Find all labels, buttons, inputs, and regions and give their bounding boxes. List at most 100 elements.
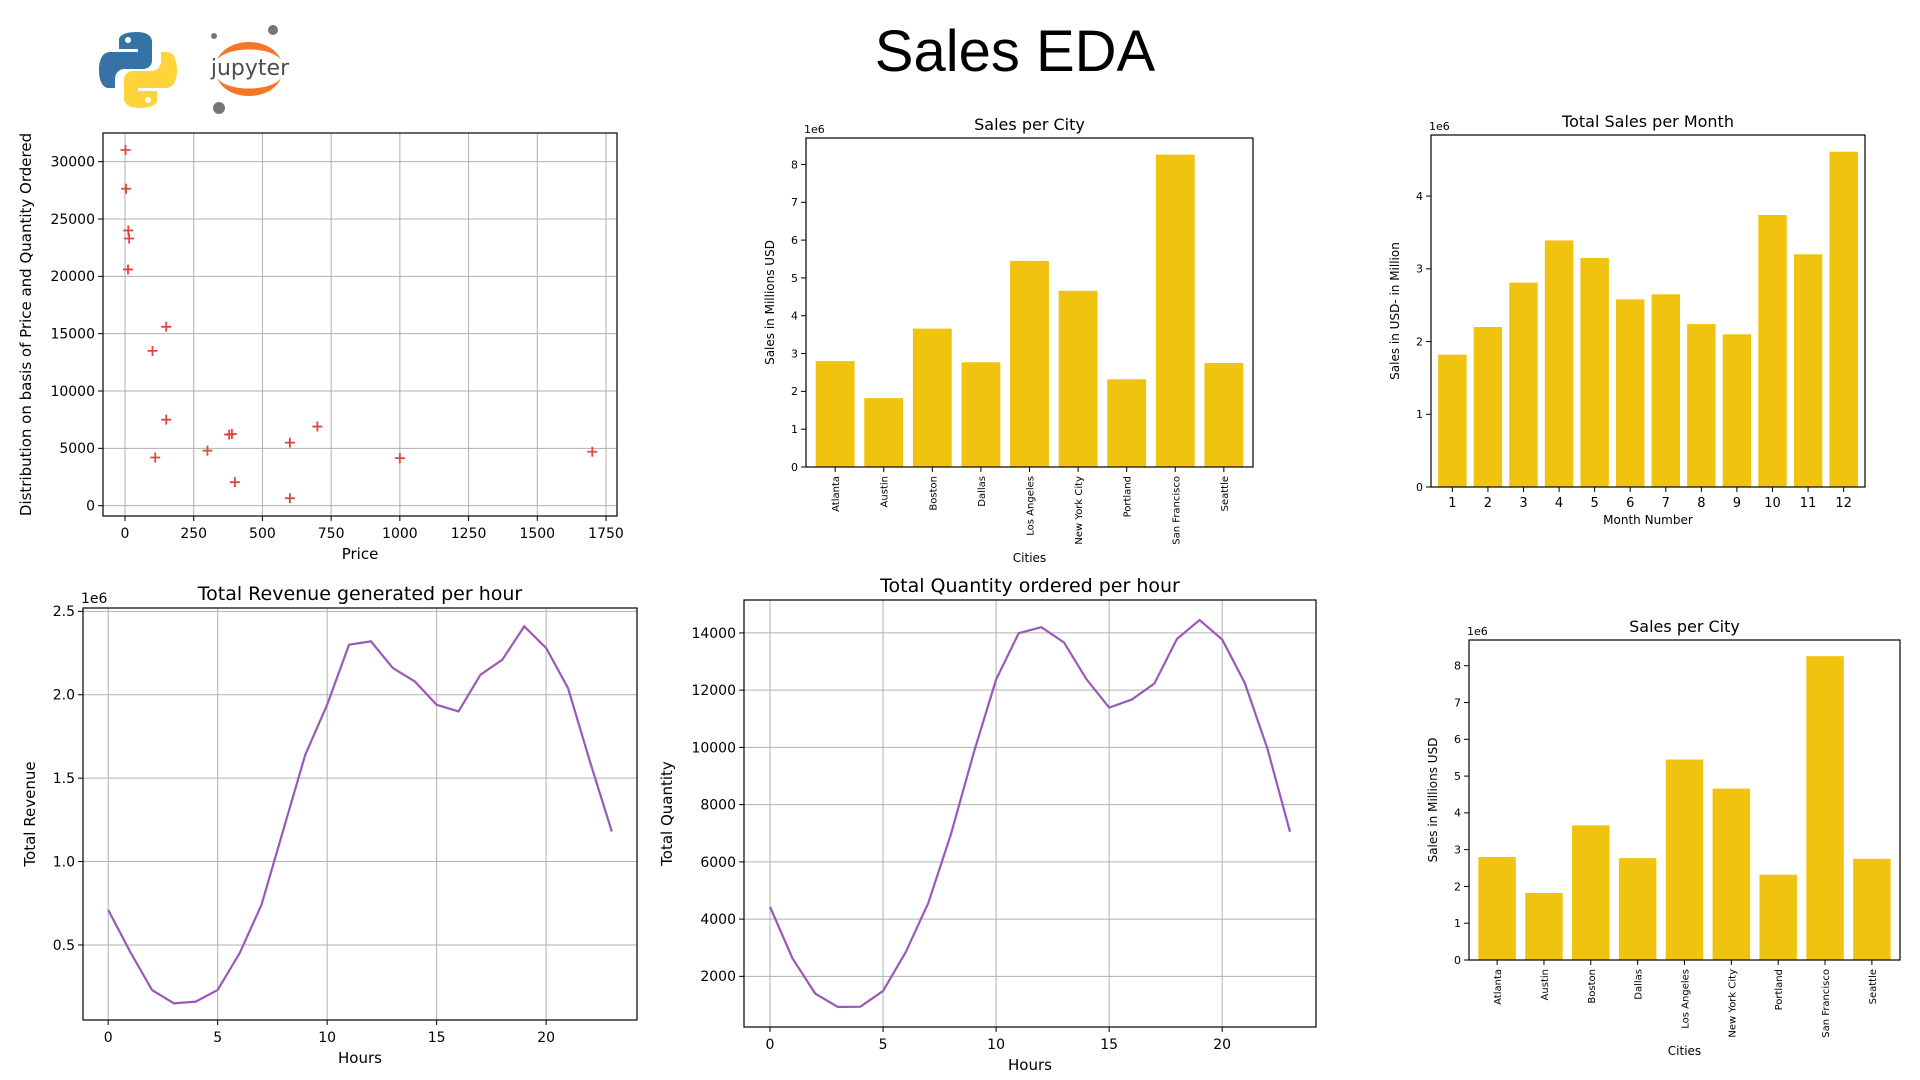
y-tick-label: 0.5 [53, 938, 75, 954]
y-axis-label: Sales in USD- in Million [1388, 242, 1402, 380]
axis-offset-label: 1e6 [81, 591, 108, 607]
y-tick-label: 0 [1454, 954, 1461, 967]
y-tick-label: 2000 [700, 969, 736, 985]
x-tick-label: Dallas [1634, 969, 1645, 1000]
y-tick-label: 2 [1416, 335, 1423, 348]
scatter-point [150, 452, 161, 463]
y-tick-label: 1 [791, 423, 798, 436]
bar-dallas [1618, 858, 1657, 960]
y-tick-label: 1 [1416, 408, 1423, 421]
x-tick-label: 1000 [382, 526, 418, 542]
y-tick-label: 30000 [50, 155, 95, 171]
y-tick-label: 6 [791, 234, 798, 247]
x-tick-label: 10 [987, 1037, 1005, 1053]
bar-seattle [1204, 363, 1244, 467]
y-tick-label: 14000 [691, 626, 736, 642]
y-tick-label: 25000 [50, 212, 95, 228]
scatter-point [121, 183, 132, 194]
gridlines [83, 608, 637, 1020]
scatter-point [124, 233, 135, 244]
bar-atlanta [1478, 857, 1516, 960]
x-tick-label: 0 [766, 1037, 775, 1053]
x-tick-label: Atlanta [831, 476, 842, 512]
y-tick-label: 3 [1416, 263, 1423, 276]
y-tick-label: 10000 [50, 384, 95, 400]
bar-7 [1651, 294, 1681, 487]
x-axis-label: Hours [1008, 1056, 1052, 1074]
scatter-point [161, 414, 172, 425]
bar-1 [1438, 354, 1467, 487]
bar-los-angeles [1665, 759, 1704, 960]
x-tick-label: Dallas [977, 476, 988, 507]
x-tick-label: Atlanta [1493, 969, 1504, 1005]
y-tick-label: 4 [1416, 190, 1423, 203]
x-axis-label: Month Number [1603, 513, 1693, 527]
bar-8 [1687, 324, 1716, 487]
x-tick-label: 8 [1697, 496, 1705, 511]
x-axis-label: Cities [1668, 1044, 1701, 1058]
bar-portland [1759, 874, 1797, 960]
gridlines [744, 600, 1316, 1027]
bar-austin [1525, 893, 1563, 960]
quantity-per-hour-chart: 2000 4000 6000 8000 10000 12000 14000 0 5 10 15 20 T… [658, 575, 1317, 1074]
bar-boston [912, 328, 952, 467]
scatter-point [587, 446, 598, 457]
bar-portland [1107, 379, 1147, 467]
bar-san-francisco [1155, 154, 1195, 467]
y-tick-label: 4 [791, 310, 798, 323]
x-tick-label: Los Angeles [1026, 476, 1037, 536]
chart-group-city-top: 0 1 2 3 4 5 6 7 8 Atlanta Austin Boston Dallas Los An… [763, 115, 1254, 565]
x-tick-label: 9 [1733, 496, 1741, 511]
x-tick-label: 5 [1590, 496, 1598, 511]
x-axis-label: Cities [1013, 551, 1046, 565]
y-tick-label: 20000 [50, 269, 95, 285]
jupyter-logo-icon: jupyter [210, 25, 290, 114]
y-tick-label: 12000 [691, 683, 736, 699]
bar-dallas [961, 362, 1001, 467]
x-tick-label: 500 [249, 526, 276, 542]
scatter-point [284, 437, 295, 448]
y-tick-label: 8 [1454, 660, 1461, 673]
bar-10 [1758, 215, 1787, 487]
scatter-point [147, 345, 158, 356]
x-tick-label: Boston [1587, 969, 1598, 1004]
chart-title: Total Revenue generated per hour [197, 583, 523, 605]
bar-san-francisco [1806, 656, 1844, 960]
chart-group-scatter: 0 5000 10000 15000 20000 25000 30000 0 250 500 750… [17, 132, 624, 563]
x-tick-label: Seattle [1868, 969, 1879, 1004]
gridlines [103, 133, 617, 516]
y-tick-label: 2.0 [53, 688, 75, 704]
x-tick-label: Austin [1540, 969, 1551, 1000]
chart-group-quantity-hour: 2000 4000 6000 8000 10000 12000 14000 0 5 10 15 20 T… [658, 575, 1317, 1074]
x-tick-label: 1750 [588, 526, 624, 542]
y-axis-label: Sales in Millions USD [763, 240, 777, 365]
bar-5 [1580, 257, 1609, 487]
bar-new-york-city [1712, 788, 1751, 960]
chart-group-city-bottom: 0 1 2 3 4 5 6 7 8 Atlanta Austin Boston Dallas Los An… [1426, 617, 1901, 1058]
scatter-point [123, 264, 134, 275]
bar-9 [1722, 334, 1752, 487]
bar-2 [1473, 327, 1503, 487]
bar-austin [864, 398, 904, 467]
bar-atlanta [815, 361, 855, 467]
price-quantity-scatter-chart: 0 5000 10000 15000 20000 25000 30000 0 250 500 750… [17, 132, 624, 563]
x-tick-label: 4 [1555, 496, 1563, 511]
y-axis-label: Total Revenue [21, 761, 39, 867]
bar-11 [1793, 254, 1823, 487]
x-tick-label: San Francisco [1171, 476, 1182, 545]
y-tick-label: 4000 [700, 912, 736, 928]
scatter-point [394, 453, 405, 464]
x-tick-label: Seattle [1220, 476, 1231, 511]
axis-offset-label: 1e6 [804, 123, 825, 136]
scatter-point [161, 321, 172, 332]
chart-title: Total Sales per Month [1561, 112, 1734, 131]
y-tick-label: 5 [1454, 770, 1461, 783]
y-tick-label: 5000 [59, 441, 95, 457]
x-tick-label: 10 [1764, 496, 1781, 511]
plot-frame [102, 132, 618, 517]
sales-per-city-chart-bottom: 0 1 2 3 4 5 6 7 8 Atlanta Austin Boston Dallas Los An… [1426, 617, 1901, 1058]
bar-boston [1572, 825, 1610, 960]
scatter-point [284, 493, 295, 504]
